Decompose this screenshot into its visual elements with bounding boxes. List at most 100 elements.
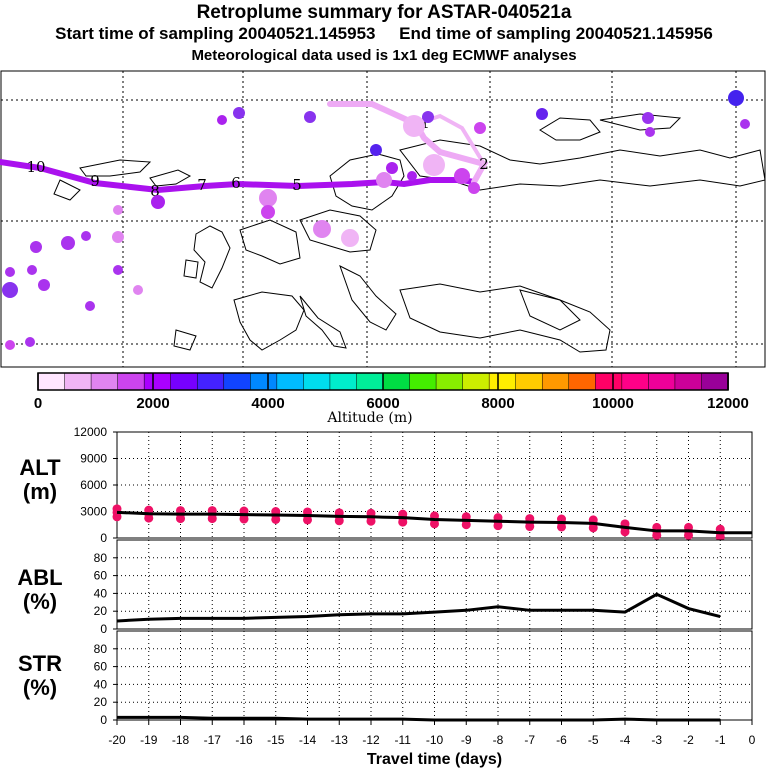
- trajectory-map: 10987654321: [0, 70, 766, 368]
- cluster-dot: [468, 182, 480, 194]
- plume-label-9: 9: [90, 172, 100, 190]
- cluster-dot: [5, 340, 15, 350]
- cluster-dot: [341, 229, 359, 247]
- x-tick-label: -17: [204, 733, 222, 747]
- abl-y-tick-label: 20: [94, 604, 108, 618]
- x-tick-label: -4: [620, 733, 631, 747]
- abl-panel: 0 20 40 60 80: [94, 539, 753, 636]
- abl-label-unit: (%): [22, 589, 58, 614]
- x-tick-label: -1: [715, 733, 726, 747]
- colorbar-tick-label: 10000: [592, 395, 634, 412]
- abl-y-tick-label: 0: [100, 622, 107, 636]
- x-tick-label: 0: [749, 733, 756, 747]
- met-data-note: Meteorological data used is 1x1 deg ECMW…: [191, 47, 577, 64]
- x-tick-label: -11: [395, 733, 412, 747]
- alt-series-line: [116, 510, 752, 535]
- cluster-dot: [30, 241, 42, 253]
- cluster-dot: [61, 236, 75, 250]
- chart-title: Retroplume summary for ASTAR-040521a: [196, 2, 572, 23]
- x-tick-label: -8: [493, 733, 504, 747]
- cluster-dot: [81, 231, 91, 241]
- cluster-dot: [151, 195, 165, 209]
- x-axis: -20 -19 -18 -17 -16 -15 -14 -13 -12 -11 -10 -9 -8 -7-…: [108, 720, 756, 768]
- x-tick-label: -16: [235, 733, 253, 747]
- plume-label-2: 2: [479, 155, 489, 173]
- cluster-dot: [112, 231, 124, 243]
- sampling-times: Start time of sampling 20040521.145953 E…: [55, 24, 713, 43]
- cluster-dot: [728, 90, 744, 106]
- alt-label-unit: (m): [22, 479, 58, 504]
- cluster-dot: [304, 111, 316, 123]
- str-label-unit: (%): [22, 675, 58, 700]
- x-tick-label: -12: [362, 733, 380, 747]
- str-y-tick-label: 80: [94, 642, 108, 656]
- x-tick-label: -9: [461, 733, 472, 747]
- str-y-tick-label: 20: [94, 695, 108, 709]
- cluster-dot: [233, 107, 245, 119]
- colorbar-tick-label: 4000: [251, 395, 284, 412]
- x-tick-label: -3: [651, 733, 662, 747]
- x-tick-label: -15: [267, 733, 285, 747]
- cluster-dot: [370, 144, 382, 156]
- cluster-dot: [313, 220, 331, 238]
- x-tick-label: -2: [683, 733, 694, 747]
- alt-y-tick-label: 6000: [80, 478, 107, 492]
- str-y-tick-label: 60: [94, 660, 108, 674]
- cluster-dot: [642, 112, 654, 124]
- cluster-dot: [536, 108, 548, 120]
- alt-panel-label: ALT (m): [10, 456, 70, 504]
- map-frame: [0, 70, 766, 368]
- x-tick-label: -10: [426, 733, 444, 747]
- cluster-dot: [27, 265, 37, 275]
- cluster-dot: [113, 205, 123, 215]
- plume-label-8: 8: [150, 182, 160, 200]
- abl-panel-label: ABL (%): [10, 566, 70, 614]
- cluster-dot: [422, 111, 434, 123]
- x-tick-label: -19: [140, 733, 158, 747]
- alt-y-tick-label: 12000: [74, 425, 108, 439]
- cluster-dot: [474, 122, 486, 134]
- cluster-dot: [454, 168, 470, 184]
- abl-label-line1: ABL: [17, 565, 63, 590]
- alt-y-tick-label: 3000: [80, 505, 107, 519]
- x-tick-label: -20: [108, 733, 126, 747]
- str-panel-label: STR (%): [10, 652, 70, 700]
- plume-label-6: 6: [231, 174, 241, 192]
- coastlines: [53, 113, 766, 353]
- colorbar-tick-label: 2000: [136, 395, 169, 412]
- cluster-dot: [403, 115, 425, 137]
- cluster-centroids: [2, 90, 750, 350]
- colorbar-ticks: 0 2000 4000 6000 8000 10000 12000: [34, 373, 749, 412]
- plume-label-7: 7: [197, 176, 207, 194]
- abl-y-tick-label: 60: [94, 569, 108, 583]
- plume-label-1: 1: [420, 114, 430, 132]
- str-y-tick-label: 40: [94, 677, 108, 691]
- colorbar-swatches: [37, 372, 729, 391]
- cluster-dot: [407, 171, 417, 181]
- cluster-dot: [25, 337, 35, 347]
- x-tick-label: -18: [172, 733, 190, 747]
- x-tick-label: -13: [331, 733, 349, 747]
- cluster-dot: [261, 205, 275, 219]
- alt-label-line1: ALT: [19, 455, 61, 480]
- altitude-colorbar: 0 2000 4000 6000 8000 10000 12000 Altitude (m): [34, 372, 749, 426]
- cluster-dot: [133, 285, 143, 295]
- abl-y-tick-label: 80: [94, 551, 108, 565]
- cluster-dot: [423, 154, 445, 176]
- alt-y-tick-label: 0: [100, 531, 107, 545]
- colorbar-label: Altitude (m): [326, 410, 412, 426]
- cluster-dot: [386, 162, 398, 174]
- cluster-dot: [38, 279, 50, 291]
- abl-series-line: [116, 592, 721, 623]
- cluster-dot: [376, 172, 392, 188]
- cluster-dot: [217, 115, 227, 125]
- x-tick-label: -7: [524, 733, 535, 747]
- colorbar-tick-label: 12000: [707, 395, 749, 412]
- cluster-dot: [5, 267, 15, 277]
- cluster-dot: [85, 301, 95, 311]
- cluster-dot: [2, 282, 18, 298]
- alt-y-tick-label: 9000: [80, 452, 107, 466]
- cluster-dot: [645, 127, 655, 137]
- x-tick-label: -14: [299, 733, 317, 747]
